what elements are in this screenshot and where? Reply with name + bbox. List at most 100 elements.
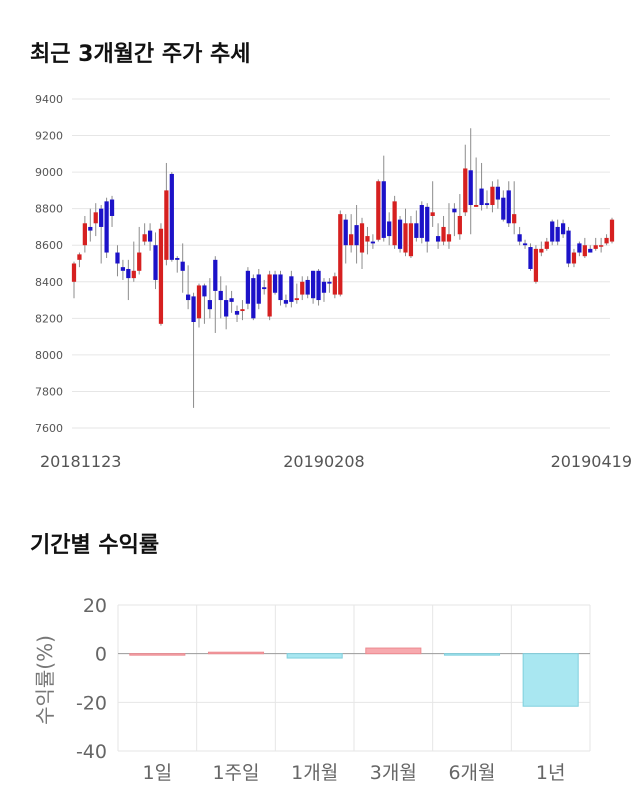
candle: [609, 217, 615, 244]
candle: [77, 252, 82, 268]
candle-body-down: [555, 226, 560, 242]
candle: [218, 276, 223, 319]
candle: [550, 219, 555, 246]
candle: [593, 237, 598, 251]
price-y-tick-label: 9200: [35, 130, 63, 143]
candle: [457, 194, 462, 240]
candle: [544, 237, 549, 251]
candle: [120, 259, 126, 280]
candle: [512, 181, 517, 235]
candle-body-up: [463, 168, 468, 213]
candle-body-down: [484, 203, 490, 206]
candle: [577, 241, 582, 257]
candle-body-down: [147, 230, 153, 242]
price-x-ticks: 20181123 20190208 20190419: [40, 452, 632, 471]
candle-body-down: [207, 300, 212, 310]
return-gridlines: [117, 604, 591, 752]
candle-body-down: [354, 225, 359, 246]
candle-body-down: [104, 201, 109, 253]
candle: [186, 265, 191, 310]
candle-body-down: [588, 248, 593, 253]
candle: [93, 203, 98, 237]
candle-body-up: [338, 214, 343, 295]
candle: [495, 179, 500, 209]
return-y-tick-label: -20: [76, 692, 107, 714]
candle: [316, 268, 321, 306]
candle: [256, 268, 261, 310]
candle: [501, 190, 506, 222]
candle-body-down: [577, 243, 582, 253]
candle: [175, 256, 180, 273]
candle-body-down: [278, 274, 283, 301]
candle: [397, 215, 403, 253]
candle-body-down: [501, 197, 506, 220]
candle: [234, 305, 240, 322]
candle: [387, 212, 392, 246]
candle-body-down: [528, 247, 533, 269]
return-bar: [522, 653, 579, 707]
candle: [327, 278, 332, 293]
price-x-tick-label: 20190208: [283, 452, 364, 471]
candle-body-down: [517, 234, 522, 242]
return-x-tick-label: 1년: [536, 762, 566, 784]
candle: [164, 162, 169, 266]
candle-body-up: [544, 241, 549, 249]
candle-body-down: [191, 296, 196, 322]
candle-body-down: [251, 278, 256, 319]
candle: [196, 283, 202, 328]
candle-body-up: [300, 281, 305, 295]
candle-body-up: [593, 245, 598, 249]
candle: [468, 128, 473, 235]
candle: [262, 279, 267, 295]
candle: [88, 208, 93, 242]
candle-body-down: [120, 267, 126, 271]
return-y-axis-label: 수익률(%): [33, 635, 57, 725]
candle-body-down: [180, 261, 185, 271]
candle: [599, 237, 604, 253]
candle-body-up: [430, 212, 435, 216]
candle-body-down: [213, 259, 218, 291]
candle: [343, 214, 348, 264]
return-bar: [286, 653, 343, 659]
candle-body-down: [153, 245, 158, 280]
candle: [555, 219, 560, 246]
candle: [588, 245, 593, 253]
price-y-tick-label: 9400: [35, 93, 63, 106]
return-bar: [207, 651, 265, 655]
price-candlestick-chart: 7600 7800 8000 8200 8400 8600 8800 9000 9200 9400…: [35, 93, 632, 471]
candle: [392, 195, 397, 249]
price-x-tick-label: 20181123: [40, 452, 121, 471]
return-bar: [129, 653, 186, 656]
candle-body-down: [245, 270, 251, 304]
return-bar: [443, 653, 501, 656]
return-y-tick-label: -40: [76, 741, 107, 763]
candle-body-up: [359, 223, 365, 253]
return-x-tick-label: 3개월: [370, 762, 417, 784]
period-return-title: 기간별 수익률: [30, 533, 160, 558]
candle-body-down: [316, 270, 321, 301]
candle: [207, 278, 212, 319]
candle-body-down: [175, 258, 180, 260]
candle-body-up: [490, 186, 495, 206]
candle-body-up: [137, 252, 142, 271]
candle: [463, 144, 468, 216]
price-y-tick-label: 8400: [35, 276, 63, 289]
candle-body-down: [387, 221, 392, 237]
candle: [142, 223, 147, 246]
candle-body-down: [435, 236, 441, 242]
return-y-tick-label: 0: [95, 644, 107, 666]
candle-body-down: [305, 279, 310, 295]
candle: [560, 219, 566, 238]
candle: [571, 248, 577, 268]
candle: [403, 208, 408, 257]
candle: [452, 203, 457, 237]
return-y-tick-label: 20: [83, 595, 107, 617]
candle-body-down: [522, 243, 528, 246]
price-y-tick-label: 8000: [35, 349, 63, 362]
candle: [213, 256, 218, 333]
candle-body-down: [397, 219, 403, 249]
candle-body-down: [115, 252, 120, 264]
candle-body-down: [262, 287, 267, 290]
price-y-tick-label: 7800: [35, 385, 63, 398]
price-y-tick-label: 8600: [35, 239, 63, 252]
